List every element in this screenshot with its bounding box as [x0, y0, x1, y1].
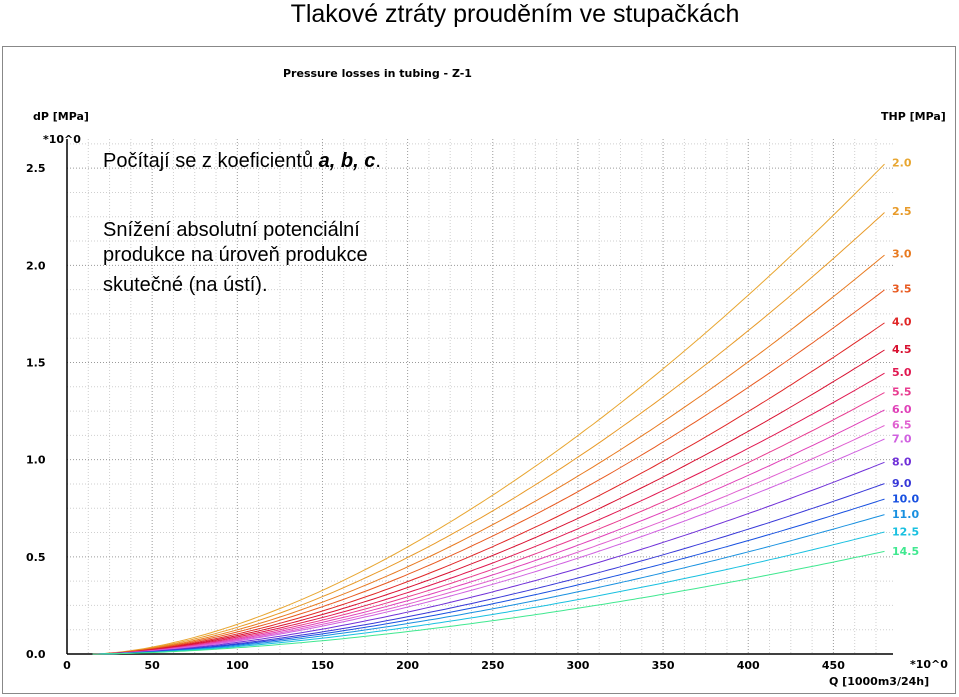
chart-title: Pressure losses in tubing - Z-1 [283, 67, 472, 80]
x-tick-label: 450 [822, 659, 845, 672]
legend-label-2.5: 2.5 [892, 205, 912, 218]
note-line-1: Snížení absolutní potenciální [103, 219, 360, 241]
y-tick-label: 0.5 [26, 551, 46, 564]
y-tick-label: 2.0 [26, 259, 46, 272]
legend-label-5.5: 5.5 [892, 386, 912, 399]
legend-label-8.0: 8.0 [892, 456, 912, 469]
legend-label-6.5: 6.5 [892, 419, 912, 432]
x-tick-label: 300 [566, 659, 589, 672]
series-line-8.0 [92, 461, 885, 655]
x-tick-label: 150 [311, 659, 334, 672]
y-tick-label: 0.0 [26, 648, 46, 661]
x-tick-label: 0 [63, 659, 71, 672]
series-line-7.0 [92, 438, 885, 655]
slide-title: Tlakové ztráty prouděním ve stupačkách [290, 0, 740, 28]
series-line-3.5 [92, 289, 885, 655]
legend-label-7.0: 7.0 [892, 433, 912, 446]
series-line-11.0 [92, 514, 885, 655]
x-tick-label: 350 [652, 659, 675, 672]
series-line-6.0 [92, 409, 885, 655]
note-coefficients-text: Počítají se z koeficientů [103, 150, 319, 172]
y-tick-label: 1.5 [26, 356, 46, 369]
pressure-loss-chart: 0 50 100 150 200 250 300 350 400 450 0.0 0.5 1.0 1.5 2… [3, 47, 955, 693]
series-line-3.0 [92, 254, 885, 655]
x-tick-label: 100 [226, 659, 249, 672]
series-line-5.5 [92, 392, 885, 655]
series-line-5.0 [92, 372, 885, 655]
chart-frame: 0 50 100 150 200 250 300 350 400 450 0.0 0.5 1.0 1.5 2… [2, 46, 956, 694]
y-tick-label: 1.0 [26, 454, 46, 467]
series-line-2.0 [92, 163, 885, 655]
series-line-10.0 [92, 498, 885, 655]
x-tick-label: 400 [737, 659, 760, 672]
note-line-2: produkce na úroveň produkce [103, 244, 368, 266]
legend-label-4.5: 4.5 [892, 343, 912, 356]
series-line-2.5 [92, 212, 885, 655]
note-coefficients: Počítají se z koeficientů a, b, c. [103, 150, 381, 172]
x-tick-label: 200 [396, 659, 419, 672]
y-tick-label: 2.5 [26, 162, 46, 175]
series-line-12.5 [92, 531, 885, 655]
legend-label-5.0: 5.0 [892, 366, 912, 379]
series-line-6.5 [92, 425, 885, 655]
x-tick-label: 50 [144, 659, 160, 672]
thp-legend-title: THP [MPa] [881, 110, 946, 123]
y-axis-title: dP [MPa] [33, 110, 89, 123]
legend-label-9.0: 9.0 [892, 477, 912, 490]
legend-label-10.0: 10.0 [892, 493, 919, 506]
series-line-14.5 [92, 550, 885, 655]
legend-label-6.0: 6.0 [892, 403, 912, 416]
x-axis-title: Q [1000m3/24h] [829, 675, 929, 688]
y-axis-multiplier: *10^0 [43, 133, 81, 146]
x-axis-multiplier: *10^0 [910, 658, 948, 671]
legend-label-14.5: 14.5 [892, 545, 919, 558]
note-coefficients-letters: a, b, c [318, 150, 376, 172]
note-coefficients-end: . [375, 150, 381, 172]
legend-label-3.0: 3.0 [892, 248, 912, 261]
legend-label-2.0: 2.0 [892, 156, 912, 169]
legend-label-11.0: 11.0 [892, 508, 919, 521]
series-line-4.5 [92, 349, 885, 655]
x-tick-label: 250 [481, 659, 504, 672]
legend-label-4.0: 4.0 [892, 316, 912, 329]
series-line-4.0 [92, 322, 885, 655]
note-line-3: skutečné (na ústí). [103, 274, 268, 296]
legend-label-3.5: 3.5 [892, 283, 912, 296]
legend-label-12.5: 12.5 [892, 526, 919, 539]
series-line-9.0 [92, 483, 885, 655]
